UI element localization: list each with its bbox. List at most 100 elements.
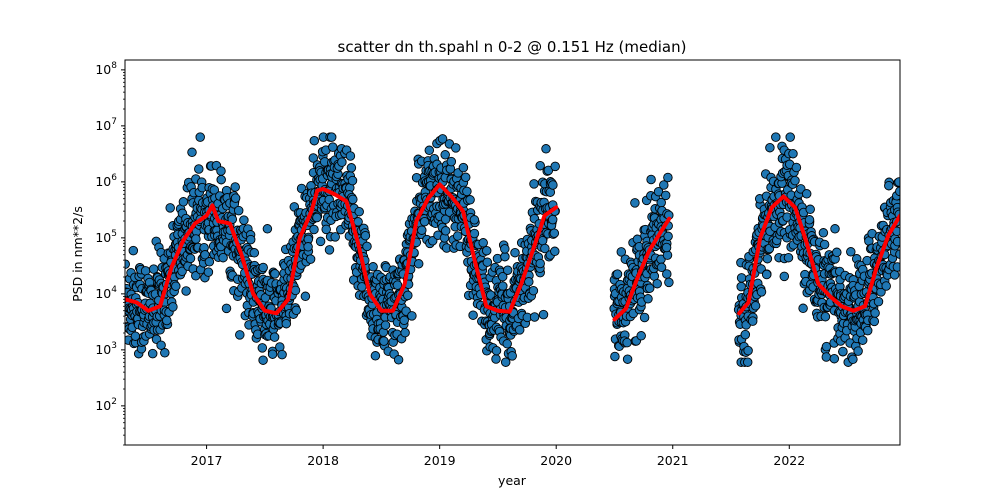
scatter-point bbox=[239, 215, 249, 225]
scatter-point bbox=[191, 271, 201, 281]
scatter-point bbox=[177, 266, 187, 277]
scatter-point bbox=[528, 285, 539, 296]
x-tick-label: 2020 bbox=[540, 453, 572, 468]
scatter-point bbox=[168, 302, 178, 312]
scatter-point bbox=[465, 195, 475, 205]
scatter-point bbox=[785, 132, 795, 142]
scatter-point bbox=[771, 132, 781, 142]
scatter-point bbox=[258, 355, 268, 365]
scatter-point bbox=[736, 273, 747, 283]
scatter-point bbox=[636, 331, 646, 341]
scatter-point bbox=[491, 354, 501, 364]
scatter-point bbox=[804, 215, 815, 225]
scatter-point bbox=[362, 241, 372, 252]
scatter-point bbox=[663, 231, 673, 242]
scatter-point bbox=[548, 180, 558, 190]
scatter-point bbox=[502, 265, 513, 275]
scatter-point bbox=[798, 303, 808, 314]
scatter-point bbox=[147, 348, 158, 359]
scatter-point bbox=[216, 174, 226, 185]
median-line-segment bbox=[125, 182, 559, 316]
scatter-point bbox=[549, 228, 560, 238]
x-axis: 2017 2018 2019 2020 2021 2022 bbox=[191, 445, 805, 468]
scatter-point bbox=[321, 224, 331, 235]
y-tick-label: 105 bbox=[95, 229, 117, 245]
scatter-point bbox=[413, 259, 424, 269]
scatter-point bbox=[821, 352, 832, 362]
scatter-point bbox=[829, 353, 840, 364]
median-line-segment bbox=[737, 194, 900, 316]
scatter-point bbox=[873, 296, 884, 307]
scatter-point bbox=[644, 283, 655, 293]
scatter-point bbox=[309, 224, 319, 235]
scatter-point bbox=[399, 315, 409, 326]
scatter-point bbox=[630, 198, 640, 208]
scatter-point bbox=[380, 320, 391, 330]
scatter-point bbox=[540, 243, 550, 254]
scatter-point bbox=[529, 312, 540, 322]
scatter-point bbox=[370, 351, 381, 361]
scatter-point bbox=[392, 280, 403, 290]
scatter-point bbox=[497, 271, 508, 282]
scatter-point bbox=[547, 214, 558, 225]
scatter-point bbox=[643, 294, 653, 304]
scatter-point bbox=[203, 267, 214, 277]
scatter-point bbox=[379, 336, 389, 346]
scatter-point bbox=[291, 305, 302, 316]
scatter-point bbox=[884, 180, 894, 191]
plot-area bbox=[124, 59, 901, 446]
scatter-point bbox=[218, 252, 228, 263]
scatter-point bbox=[368, 262, 378, 272]
scatter-point bbox=[235, 330, 245, 340]
scatter-point bbox=[762, 253, 773, 264]
scatter-point bbox=[652, 278, 662, 289]
scatter-point bbox=[309, 135, 320, 146]
scatter-point bbox=[481, 245, 492, 256]
scatter-point bbox=[790, 175, 800, 186]
scatter-point bbox=[736, 281, 746, 292]
scatter-point bbox=[440, 226, 451, 236]
scatter-point bbox=[452, 231, 463, 241]
scatter-point bbox=[894, 177, 900, 187]
scatter-point bbox=[162, 315, 172, 326]
y-tick-label: 103 bbox=[95, 341, 117, 357]
scatter-point bbox=[165, 203, 175, 213]
scatter-point bbox=[848, 354, 858, 365]
scatter-point bbox=[662, 269, 672, 279]
scatter-point bbox=[393, 355, 404, 365]
scatter-point bbox=[892, 262, 900, 272]
scatter-point bbox=[178, 197, 189, 207]
scatter-point bbox=[328, 142, 338, 152]
scatter-point bbox=[889, 270, 900, 280]
scatter-point bbox=[500, 244, 510, 254]
scatter-point bbox=[354, 206, 364, 217]
axes-frame bbox=[124, 59, 901, 446]
scatter-point bbox=[440, 214, 451, 225]
scatter-point bbox=[191, 234, 201, 244]
scatter-point bbox=[468, 310, 478, 320]
scatter-point bbox=[832, 247, 842, 258]
scatter-point bbox=[424, 145, 435, 156]
scatter-point bbox=[305, 254, 316, 264]
scatter-point bbox=[500, 251, 510, 262]
scatter-point bbox=[185, 253, 196, 264]
scatter-point bbox=[281, 318, 292, 329]
scatter-point bbox=[538, 309, 549, 320]
y-axis-label: PSD in nm**2/s bbox=[70, 206, 85, 302]
scatter-point bbox=[881, 281, 891, 291]
scatter-point bbox=[204, 257, 215, 267]
scatter-point bbox=[195, 132, 205, 142]
y-tick-label: 102 bbox=[95, 397, 117, 413]
scatter-point bbox=[233, 205, 244, 216]
median-line-layer bbox=[125, 182, 900, 322]
scatter-point bbox=[750, 301, 761, 311]
scatter-point bbox=[360, 230, 371, 241]
scatter-point bbox=[262, 224, 273, 234]
scatter-point bbox=[550, 161, 560, 172]
scatter-point bbox=[458, 162, 469, 173]
scatter-point bbox=[312, 212, 322, 223]
scatter-point bbox=[664, 277, 674, 288]
scatter-point bbox=[740, 329, 751, 340]
y-tick-label: 107 bbox=[95, 117, 117, 133]
scatter-point bbox=[277, 349, 287, 360]
